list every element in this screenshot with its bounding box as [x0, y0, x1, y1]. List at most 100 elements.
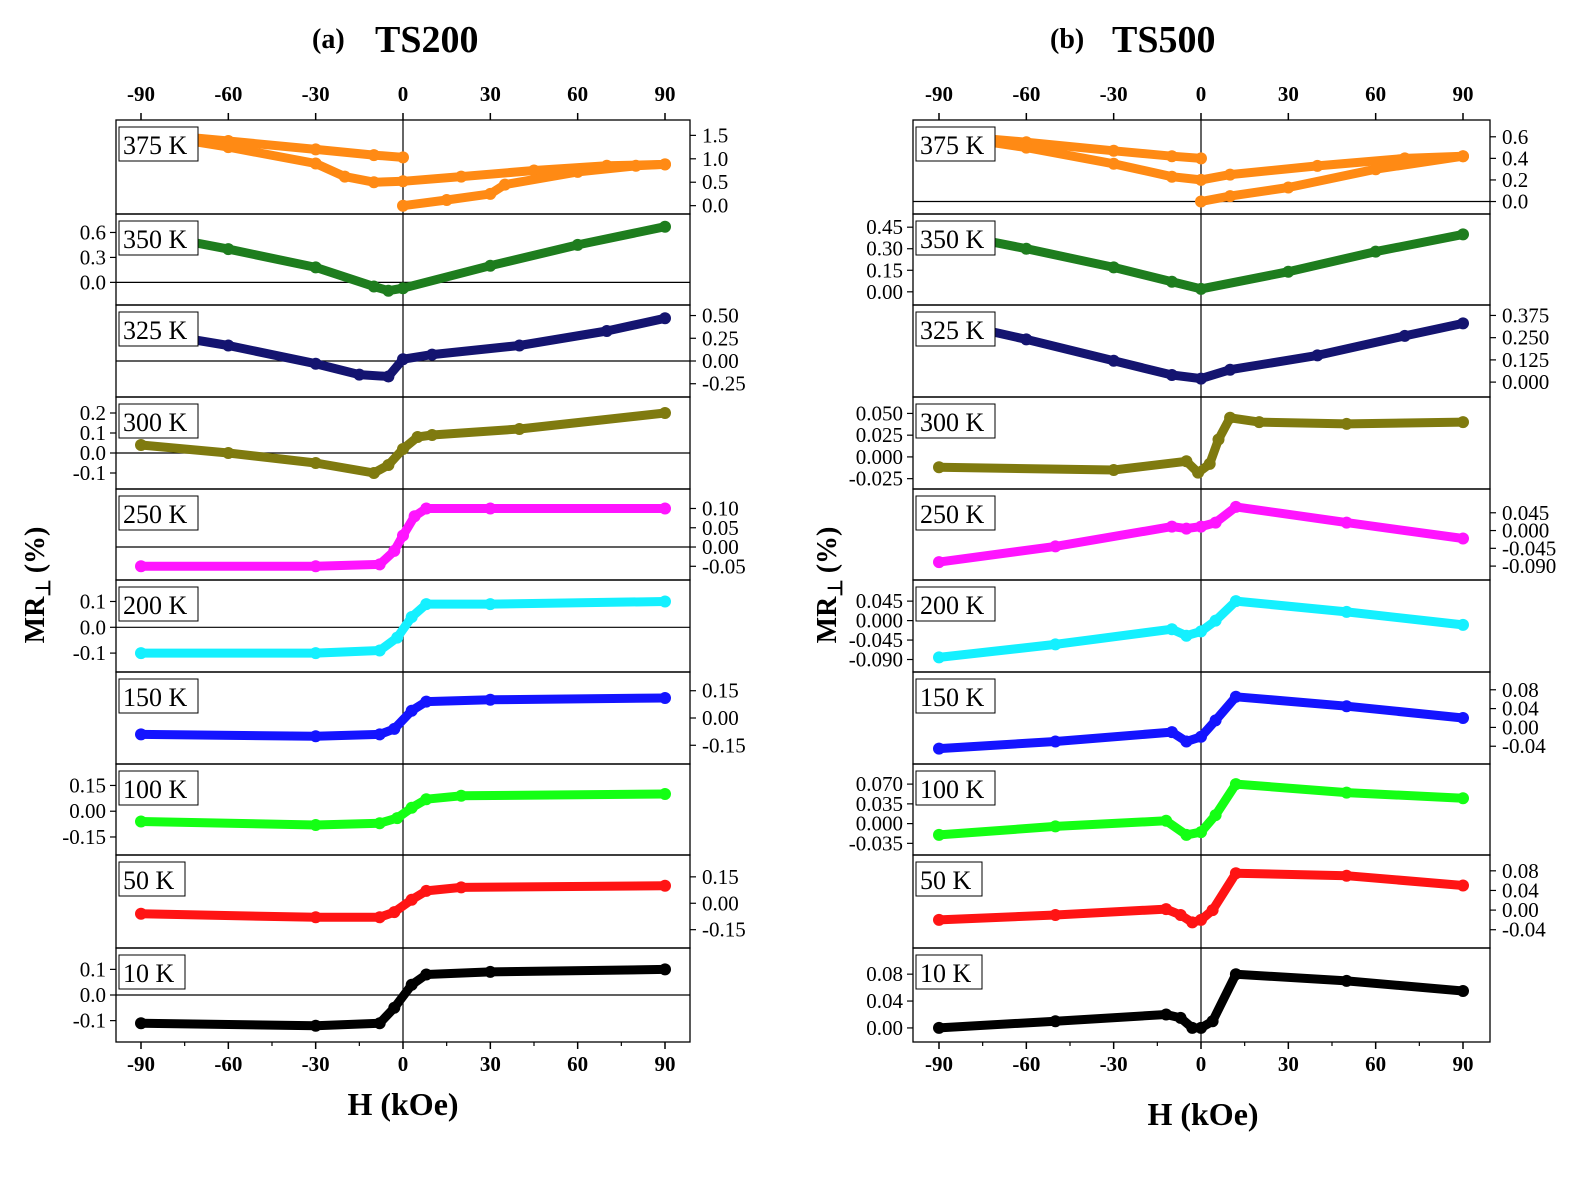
panel-10k: 0.08 0.04 0.00 10 K [866, 947, 1491, 1043]
data-point [1049, 735, 1062, 748]
data-point [405, 611, 418, 623]
temperature-label: 200 K [920, 591, 985, 620]
y-tick-label: 0.50 [702, 304, 739, 328]
y-tick-label: 0.035 [856, 792, 903, 816]
data-point [405, 893, 418, 906]
data-point [933, 828, 945, 841]
temperature-label-box [118, 126, 199, 162]
y-tick-label: 0.00 [702, 535, 739, 559]
panel-b-x-axis-label: H (kOe) [1147, 1096, 1258, 1132]
y-tick-label: 0.00 [866, 280, 903, 304]
data-point [1049, 540, 1062, 553]
data-point [1229, 867, 1242, 880]
data-point [659, 502, 671, 515]
y-tick-label: 0.00 [1502, 898, 1539, 922]
data-point [367, 467, 380, 479]
data-point [933, 651, 945, 664]
panel-b-y-axis-label: MR⊥ (%) [812, 527, 847, 644]
data-point [1209, 809, 1222, 822]
data-point [1229, 595, 1242, 608]
temperature-label-box [915, 586, 996, 622]
data-point [388, 722, 401, 735]
x-tick-top-label: 0 [398, 82, 409, 106]
x-tick-bottom-label: -90 [925, 1052, 953, 1076]
y-tick-label: 0.05 [702, 516, 739, 540]
data-point [397, 199, 409, 212]
data-point [353, 368, 366, 381]
temperature-label-box [118, 311, 199, 347]
data-point [1160, 1008, 1173, 1021]
x-tick-top-label: -90 [925, 82, 953, 106]
panel-b-title-prefix: (b) [1050, 24, 1084, 55]
y-tick-label: 0.000 [856, 812, 903, 836]
data-point [373, 817, 386, 830]
data-point [629, 159, 642, 172]
temperature-label: 375 K [920, 131, 985, 160]
data-point [1174, 909, 1187, 921]
series-line [136, 693, 670, 741]
data-point [455, 789, 468, 802]
data-point [1457, 879, 1469, 892]
data-point [528, 164, 540, 177]
temperature-label: 250 K [920, 500, 985, 529]
data-point [933, 556, 945, 569]
y-tick-label: 0.375 [1502, 303, 1549, 327]
data-point [1195, 520, 1207, 533]
y-tick-label: 0.000 [856, 609, 903, 633]
data-point [1195, 826, 1207, 839]
temperature-label-box [915, 220, 996, 256]
data-point [338, 170, 351, 183]
temperature-label: 150 K [920, 683, 985, 712]
y-tick-label: -0.04 [1502, 918, 1546, 942]
data-point [1160, 903, 1173, 916]
data-point [1020, 242, 1033, 255]
data-point [373, 644, 386, 657]
y-tick-label: -0.035 [849, 831, 903, 855]
data-point [1457, 317, 1469, 330]
data-point [1206, 904, 1219, 917]
data-point [135, 1017, 147, 1030]
series-line [136, 408, 670, 478]
x-tick-top-label: 30 [1278, 82, 1299, 106]
y-tick-label: 1.5 [702, 123, 728, 147]
data-point [309, 647, 322, 660]
data-point [382, 370, 395, 383]
data-point [659, 963, 671, 976]
data-point [1192, 466, 1205, 479]
data-point [222, 141, 235, 154]
data-point [659, 158, 671, 171]
data-point [391, 812, 404, 825]
y-tick-label: 0.5 [702, 170, 728, 194]
temperature-label: 100 K [920, 775, 985, 804]
panel-375k: 1.51.00.50.0 375 K [115, 119, 728, 218]
data-point [408, 510, 421, 523]
plot-area: -90-90-60-60-30-30003030606090901.51.00.… [62, 82, 1556, 1076]
data-point [135, 647, 147, 660]
data-point [1224, 190, 1237, 203]
x-tick-top-label: 0 [1196, 82, 1207, 106]
data-point [1457, 228, 1469, 241]
chart-a: -90-90-60-60-30-30003030606090901.51.00.… [62, 82, 746, 1076]
panel-a-x-axis-label: H (kOe) [347, 1086, 458, 1122]
data-point [397, 443, 409, 455]
y-tick-label: 0.6 [80, 220, 106, 244]
data-point [659, 879, 671, 892]
y-tick-label: -0.1 [73, 461, 106, 485]
data-point [1457, 712, 1469, 724]
data-point [1282, 181, 1295, 194]
x-tick-top-label: 90 [1453, 82, 1474, 106]
data-point [367, 176, 380, 189]
data-point [397, 282, 409, 295]
x-tick-bottom-label: 30 [480, 1052, 501, 1076]
data-point [1311, 349, 1324, 362]
data-point [659, 312, 671, 325]
temperature-label-box [915, 403, 996, 439]
data-point [411, 431, 424, 443]
data-point [1107, 261, 1120, 274]
data-point [1195, 173, 1207, 186]
temperature-label: 200 K [123, 591, 188, 620]
data-point [309, 143, 322, 156]
data-point [309, 261, 322, 274]
y-tick-label: 0.025 [856, 423, 903, 447]
series-line [136, 597, 670, 658]
